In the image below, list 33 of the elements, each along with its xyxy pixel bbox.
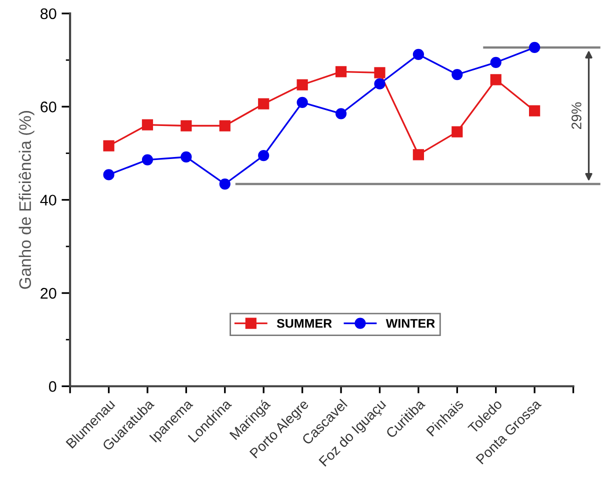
point bbox=[529, 42, 540, 54]
legend-label: WINTER bbox=[386, 319, 435, 328]
point bbox=[180, 120, 192, 132]
point bbox=[103, 169, 114, 180]
y-tick-label: 80 bbox=[40, 8, 56, 20]
point bbox=[142, 119, 154, 130]
point bbox=[374, 78, 386, 90]
point bbox=[412, 48, 424, 60]
point bbox=[180, 151, 192, 163]
annotation: 29% bbox=[572, 102, 582, 129]
y-tick-label: 0 bbox=[48, 381, 56, 392]
point bbox=[296, 79, 308, 90]
point bbox=[452, 126, 463, 138]
point bbox=[529, 105, 540, 116]
point bbox=[219, 120, 230, 132]
point bbox=[335, 108, 347, 120]
point bbox=[452, 68, 463, 80]
y-tick-label: 60 bbox=[40, 102, 56, 112]
point bbox=[335, 66, 347, 78]
point bbox=[296, 96, 308, 108]
point bbox=[258, 98, 270, 110]
y-tick-label: 40 bbox=[40, 194, 56, 206]
point bbox=[490, 56, 502, 68]
point bbox=[103, 140, 114, 152]
point bbox=[412, 149, 424, 160]
point bbox=[374, 67, 386, 78]
point bbox=[490, 74, 502, 86]
y-axis-title: Ganho de Eficiência (%) bbox=[18, 111, 34, 289]
y-tick-label: 20 bbox=[40, 288, 56, 299]
point bbox=[258, 150, 270, 162]
point bbox=[142, 154, 154, 166]
point bbox=[219, 178, 230, 190]
legend-label: SUMMER bbox=[276, 318, 332, 328]
